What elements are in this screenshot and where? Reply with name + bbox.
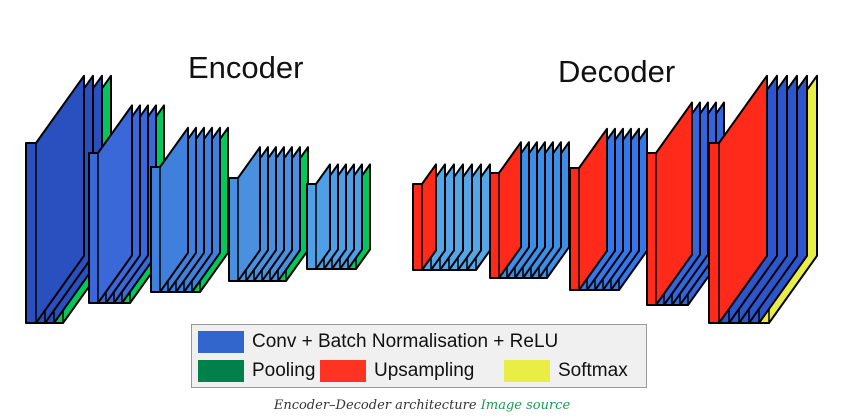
encoder-block-3 — [150, 126, 229, 293]
encoder-block-1 — [25, 74, 112, 324]
image-source-link[interactable]: Image source — [480, 398, 571, 413]
legend-label-softmax: Softmax — [558, 360, 628, 381]
legend-swatch-softmax — [504, 360, 550, 382]
legend-swatch-pool — [198, 360, 244, 382]
legend-label-upsampling: Upsampling — [374, 360, 475, 381]
encoder-block-5 — [306, 163, 371, 270]
legend-swatch-upsampling — [320, 360, 366, 382]
legend: Conv + Batch Normalisation + ReLU Poolin… — [191, 324, 647, 388]
decoder-block-5 — [708, 74, 818, 324]
encoder-block-2 — [88, 104, 165, 304]
legend-swatch-conv — [198, 331, 244, 353]
decoder-block-4 — [646, 101, 725, 306]
decoder-title: Decoder — [558, 54, 676, 89]
legend-item-upsampling: Upsampling — [320, 360, 474, 382]
decoder-block-1 — [412, 163, 491, 271]
encoder-title: Encoder — [188, 50, 304, 85]
caption-text: Encoder–Decoder architecture — [273, 398, 477, 413]
legend-label-conv: Conv + Batch Normalisation + ReLU — [252, 331, 559, 352]
legend-item-softmax: Softmax — [504, 360, 628, 382]
encoder-decoder-diagram — [25, 74, 818, 324]
decoder-block-3 — [569, 127, 648, 291]
decoder-block-2 — [489, 141, 570, 279]
legend-item-pool: Pooling — [198, 360, 315, 382]
caption: Encoder–Decoder architecture Image sourc… — [0, 398, 844, 413]
encoder-block-5-conv-0 — [306, 163, 331, 270]
encoder-block-4 — [228, 146, 309, 282]
legend-item-conv: Conv + Batch Normalisation + ReLU — [198, 331, 558, 353]
decoder-block-1-upsample-0 — [412, 163, 437, 271]
legend-label-pool: Pooling — [252, 360, 316, 381]
